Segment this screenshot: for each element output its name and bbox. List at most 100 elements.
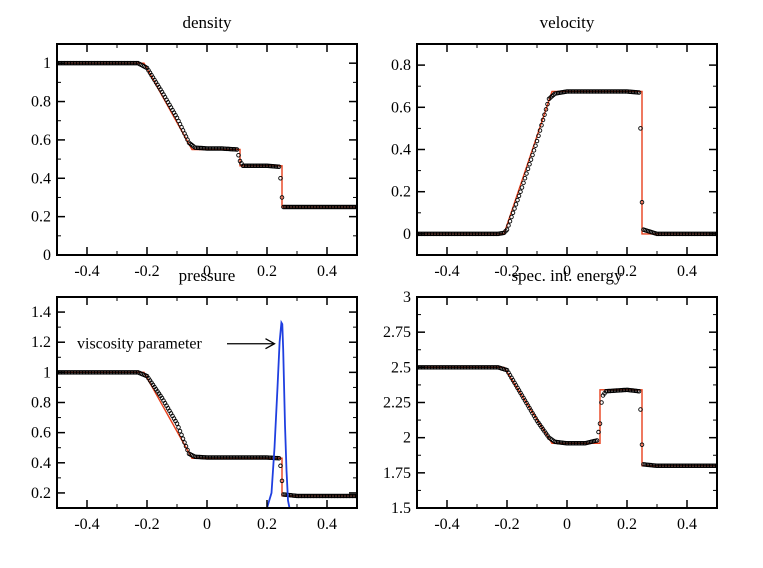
numerical-point	[699, 463, 705, 469]
chart-panel-3: pressure -0.4 -0.2 0 0.2 0.4 0.2 0.4 0.6 0.8 1 1.2 1…	[31, 266, 358, 533]
numerical-point	[87, 60, 93, 66]
numerical-point	[573, 89, 579, 94]
numerical-point	[204, 146, 210, 151]
numerical-point	[351, 204, 357, 210]
numerical-point	[486, 365, 492, 370]
numerical-point	[110, 60, 115, 66]
numerical-point	[245, 455, 250, 460]
numerical-point	[233, 455, 238, 460]
numerical-point	[425, 231, 430, 237]
numerical-point	[281, 204, 286, 210]
numerical-point	[108, 60, 114, 66]
numerical-point	[663, 231, 669, 237]
numerical-point	[689, 231, 694, 237]
numerical-point	[270, 164, 276, 169]
y-tick-label: 0.8	[31, 94, 51, 111]
analytic-line	[417, 366, 717, 467]
numerical-point	[683, 231, 688, 237]
numerical-point	[114, 60, 120, 66]
numerical-point	[264, 455, 270, 460]
numerical-point	[117, 60, 123, 66]
numerical-point	[258, 455, 264, 460]
numerical-point	[656, 231, 661, 237]
numerical-point	[116, 370, 121, 375]
numerical-point	[93, 370, 99, 375]
numerical-point	[222, 146, 228, 151]
numerical-point	[351, 493, 357, 499]
numerical-point	[615, 89, 621, 94]
numerical-point	[470, 365, 475, 370]
numerical-point	[83, 370, 88, 375]
numerical-point	[449, 365, 454, 370]
numerical-point	[590, 89, 595, 94]
numerical-point	[668, 463, 673, 469]
annotation-arrow-head	[265, 338, 276, 350]
numerical-point	[669, 231, 675, 237]
numerical-point	[662, 231, 667, 237]
numerical-point	[585, 89, 591, 94]
numerical-point	[174, 421, 180, 426]
numerical-point	[477, 231, 483, 237]
numerical-point	[617, 89, 622, 94]
numerical-point	[225, 455, 231, 460]
numerical-point	[104, 60, 109, 66]
numerical-point	[327, 493, 333, 499]
plot-frame	[56, 296, 358, 509]
numerical-point	[218, 146, 223, 151]
numerical-point	[434, 231, 439, 237]
numerical-point	[84, 370, 90, 375]
x-tick-label: 0.2	[617, 516, 637, 533]
numerical-point	[353, 493, 357, 499]
numerical-point	[467, 365, 472, 370]
numerical-point	[65, 60, 70, 66]
numerical-point	[461, 365, 466, 370]
numerical-point	[299, 204, 304, 210]
numerical-point	[66, 370, 72, 375]
x-tick-label: -0.4	[434, 263, 459, 280]
numerical-point	[620, 89, 625, 94]
numerical-point	[243, 163, 249, 169]
numerical-point	[657, 463, 663, 469]
x-tick-label: 0.2	[257, 263, 277, 280]
numerical-point	[483, 231, 489, 237]
numerical-point	[612, 388, 618, 393]
numerical-point	[254, 455, 259, 460]
numerical-point	[509, 214, 514, 220]
numerical-point	[600, 89, 606, 94]
numerical-point	[341, 493, 346, 499]
numerical-point	[321, 493, 327, 499]
numerical-point	[674, 463, 679, 469]
numerical-point	[179, 432, 184, 438]
numerical-point	[350, 204, 355, 210]
numerical-point	[510, 210, 516, 216]
numerical-point	[432, 231, 438, 237]
numerical-point	[95, 60, 100, 66]
numerical-point	[306, 493, 312, 499]
numerical-point	[464, 365, 469, 370]
numerical-point	[540, 117, 546, 123]
numerical-point	[680, 463, 685, 469]
numerical-point	[678, 231, 684, 237]
numerical-point	[207, 455, 213, 460]
numerical-point	[482, 365, 487, 370]
numerical-point	[455, 365, 460, 370]
numerical-point	[305, 204, 310, 210]
numerical-point	[111, 370, 117, 375]
numerical-point	[344, 493, 349, 499]
numerical-point	[327, 204, 333, 210]
numerical-point	[312, 204, 318, 210]
numerical-point	[125, 60, 130, 66]
numerical-point	[603, 389, 609, 394]
numerical-point	[488, 231, 493, 237]
numerical-point	[287, 204, 292, 210]
numerical-point	[180, 436, 186, 441]
numerical-point	[599, 89, 604, 94]
numerical-point	[429, 365, 435, 370]
numerical-point	[231, 147, 237, 152]
numerical-point	[225, 146, 231, 152]
numerical-point	[332, 204, 337, 210]
numerical-point	[458, 231, 463, 237]
numerical-point	[236, 152, 241, 158]
numerical-point	[278, 463, 283, 469]
numerical-point	[311, 204, 316, 210]
